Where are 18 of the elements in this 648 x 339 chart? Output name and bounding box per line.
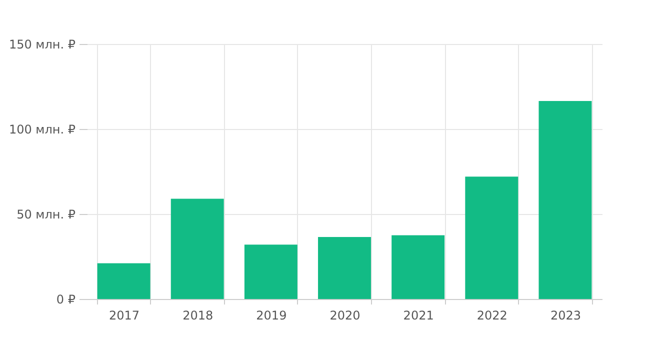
y-tick-label: 100 млн. ₽ <box>8 122 76 136</box>
x-tick-label: 2021 <box>403 308 434 322</box>
x-tick-label: 2019 <box>256 308 287 322</box>
y-tick-label: 0 ₽ <box>56 292 76 306</box>
bar <box>392 235 445 299</box>
bar <box>538 100 592 299</box>
bar <box>170 198 224 299</box>
x-tick-label: 2018 <box>182 308 214 322</box>
bar <box>465 176 518 299</box>
bar <box>97 263 150 299</box>
x-tick-label: 2022 <box>476 308 508 322</box>
x-tick-label: 2020 <box>330 308 360 322</box>
x-tick-label: 2017 <box>109 308 140 322</box>
bar <box>318 236 371 299</box>
x-tick-label: 2023 <box>550 308 581 322</box>
bar <box>244 244 298 299</box>
y-tick-label: 50 млн. ₽ <box>16 208 76 222</box>
y-tick-label: 150 млн. ₽ <box>8 38 76 52</box>
